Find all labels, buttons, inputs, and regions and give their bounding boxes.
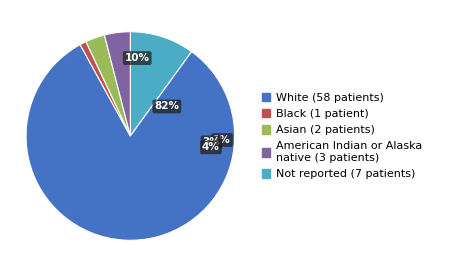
Wedge shape [80,42,130,136]
Text: 10%: 10% [125,53,150,63]
Text: 3%: 3% [202,137,220,147]
Legend: White (58 patients), Black (1 patient), Asian (2 patients), American Indian or A: White (58 patients), Black (1 patient), … [262,93,422,179]
Wedge shape [130,32,191,136]
Wedge shape [26,45,235,240]
Text: 82%: 82% [155,101,179,112]
Text: 1%: 1% [213,135,231,145]
Text: 4%: 4% [202,142,220,152]
Wedge shape [86,35,130,136]
Wedge shape [104,32,130,136]
